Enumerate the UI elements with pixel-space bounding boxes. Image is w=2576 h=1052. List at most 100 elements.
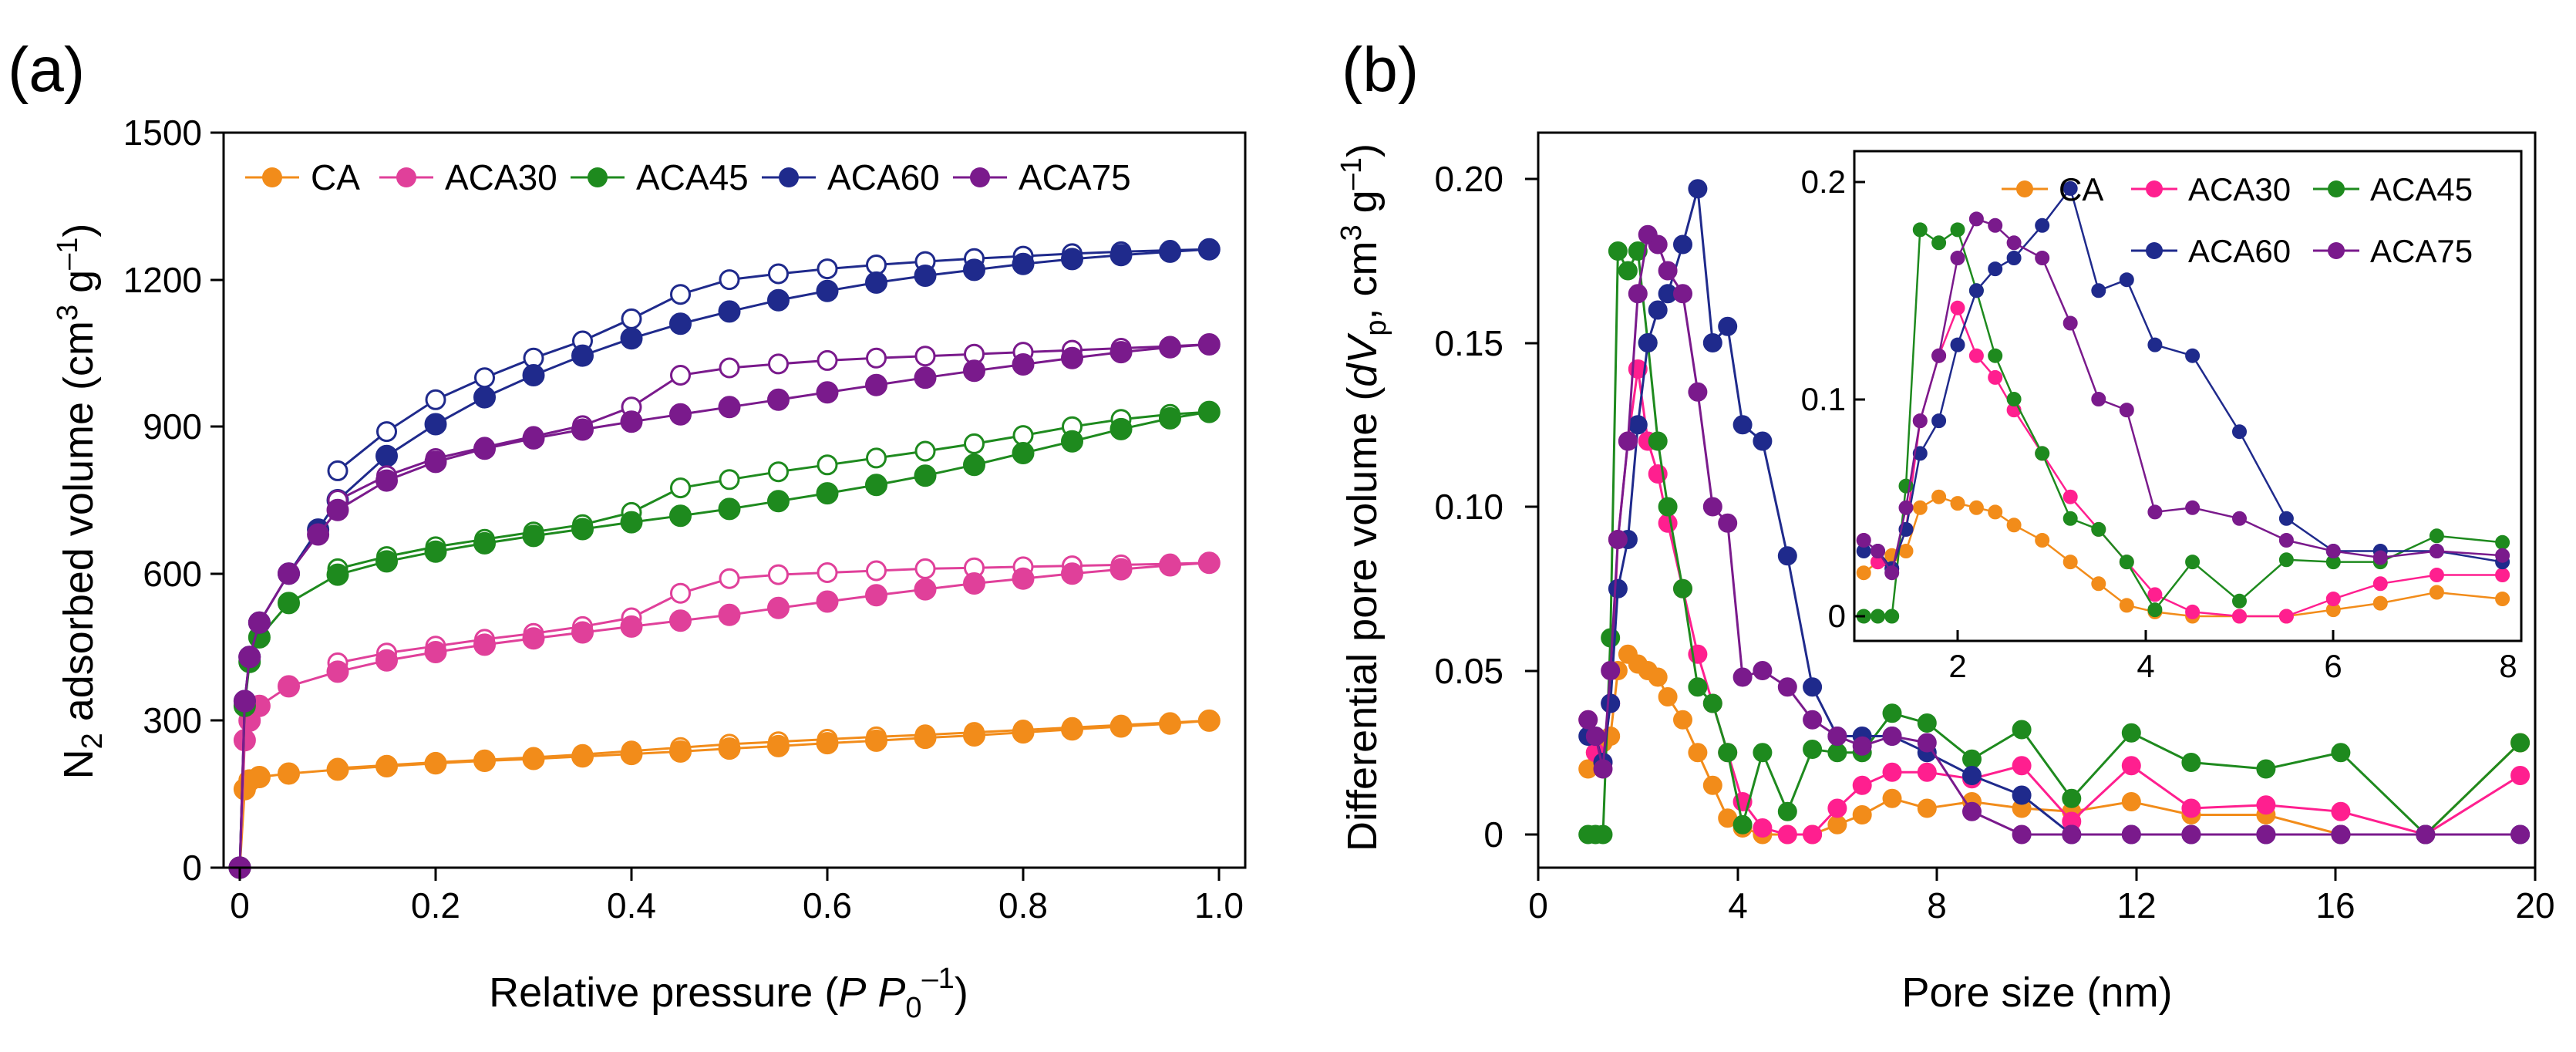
b-xtick-label: 16 [2315,885,2355,926]
inset-aca75-point [1931,348,1947,363]
b-aca75-point [1578,710,1598,730]
b-aca45-point [1601,628,1621,648]
a-aca60-adsorption-point [375,444,398,467]
a-ca-adsorption-point [718,737,741,760]
panel-a: (a) 0 0.2 0.4 0.6 0.8 1.0 [8,35,1247,1024]
a-aca60-adsorption-point [1197,238,1221,261]
a-aca60-adsorption-point [620,327,643,350]
b-aca60-point [1648,300,1668,320]
a-xlabel-var2: P [877,969,905,1016]
panel-a-x-ticks: 0 0.2 0.4 0.6 0.8 1.0 [230,868,1244,926]
a-aca60-adsorption-point [718,300,741,323]
a-ca-adsorption-point [1061,718,1083,741]
a-ylabel-mid: adsorbed volume (cm [56,321,102,733]
inset-aca45-point [2035,446,2050,461]
b-aca60-point [1803,677,1823,697]
inset-aca30-point [2147,587,2163,602]
b-aca30-point [1827,798,1847,818]
inset-aca75-point [2429,544,2444,558]
a-aca60-desorption-point [768,263,789,285]
inset-aca30-point [1988,369,2003,385]
a-legend-label: ACA45 [636,157,749,197]
inset-legend-label: ACA45 [2370,171,2473,207]
panel-b-label: (b) [1342,35,1419,105]
a-aca45-desorption-point [670,477,691,499]
inset-xtick-label: 6 [2324,648,2342,684]
b-aca75-point [2121,824,2141,845]
b-aca75-point [1702,497,1722,517]
inset-aca75-line [1863,217,2503,575]
a-ca-adsorption-point [865,729,887,752]
inset-legend-label: CA [2059,171,2103,207]
inset-aca75-point [2035,251,2050,265]
a-aca60-adsorption-point [1061,248,1083,271]
a-legend-marker [262,167,282,187]
b-xtick-label: 0 [1528,885,1548,926]
a-aca45-desorption-point [914,440,936,462]
inset-ytick-label: 0.2 [1801,164,1846,200]
a-ytick-label: 0 [182,848,202,888]
panel-b-inset: 2 4 6 8 0 0.1 0.2 CA [1801,150,2523,684]
a-aca30-adsorption-point [669,609,692,632]
a-aca75-adsorption-point [424,450,447,474]
inset-aca30-point [2429,568,2444,582]
panel-a-y-ticks: 0 300 600 900 1200 1500 [123,113,224,888]
b-aca45-point [1962,749,1982,769]
inset-aca75-point [2495,548,2510,563]
a-aca30-adsorption-point [326,660,349,683]
inset-aca75-point [2232,511,2247,526]
b-aca75-point [1688,382,1708,402]
a-aca75-desorption-point [670,365,691,386]
b-aca75-point [1852,736,1872,756]
a-legend-marker [588,167,608,187]
a-xlabel-post: ) [955,969,968,1016]
b-aca75-point [1618,431,1638,451]
a-aca45-adsorption-point [963,454,985,477]
inset-aca30-point [2062,489,2078,504]
a-aca30-desorption-point [719,568,740,589]
b-ca-point [1852,805,1872,824]
b-aca45-point [2510,733,2531,753]
b-aca75-point [1962,801,1982,821]
a-aca30-adsorption-point [1159,554,1181,577]
b-aca60-point [1601,693,1621,713]
inset-aca45-point [2429,528,2444,544]
a-aca75-adsorption-point [247,611,271,634]
a-aca75-adsorption-point [571,418,594,441]
a-aca60-adsorption-point [1012,252,1035,275]
b-aca30-point [2510,766,2531,785]
b-aca75-point [1732,667,1753,687]
b-ytick-label: 0.15 [1434,323,1504,363]
b-aca75-point [1658,261,1678,281]
a-aca75-desorption-point [768,353,789,375]
inset-legend-item-aca75: ACA75 [2313,233,2473,269]
a-aca75-adsorption-point [1197,333,1221,356]
a-aca75-adsorption-point [1159,335,1181,359]
b-aca60-point [1673,234,1692,255]
inset-legend-marker [2016,180,2033,197]
b-aca45-point [1803,740,1823,759]
inset-ca-point [2429,585,2444,600]
inset-aca45-point [1988,348,2003,363]
inset-aca45-point [1931,235,1947,251]
a-ca-adsorption-point [963,724,985,747]
b-ca-point [1688,743,1708,763]
a-aca75-adsorption-point [767,388,790,411]
inset-ca-point [2091,576,2106,592]
b-ytick-label: 0.20 [1434,159,1504,199]
inset-aca45-point [2119,555,2134,570]
inset-aca75-point [2372,550,2388,565]
inset-xtick-label: 2 [1948,648,1966,684]
a-y-axis-title: N2 adsorbed volume (cm3 g–1) [52,224,109,780]
a-aca45-adsorption-point [865,474,887,497]
b-aca45-point [2181,753,2201,772]
a-ca-adsorption-point [816,732,839,755]
b-aca45-point [1618,261,1638,281]
a-legend-item-aca60: ACA60 [762,157,940,197]
a-aca30-adsorption-point [620,615,643,638]
a-aca75-adsorption-point [1061,346,1083,369]
b-y-axis-title: Differential pore volume (dVp, cm3 g–1) [1335,143,1392,851]
inset-y-ticks: 0 0.1 0.2 [1801,164,1865,634]
a-ca-adsorption-point [669,740,692,763]
a-aca60-desorption-point [425,389,446,410]
